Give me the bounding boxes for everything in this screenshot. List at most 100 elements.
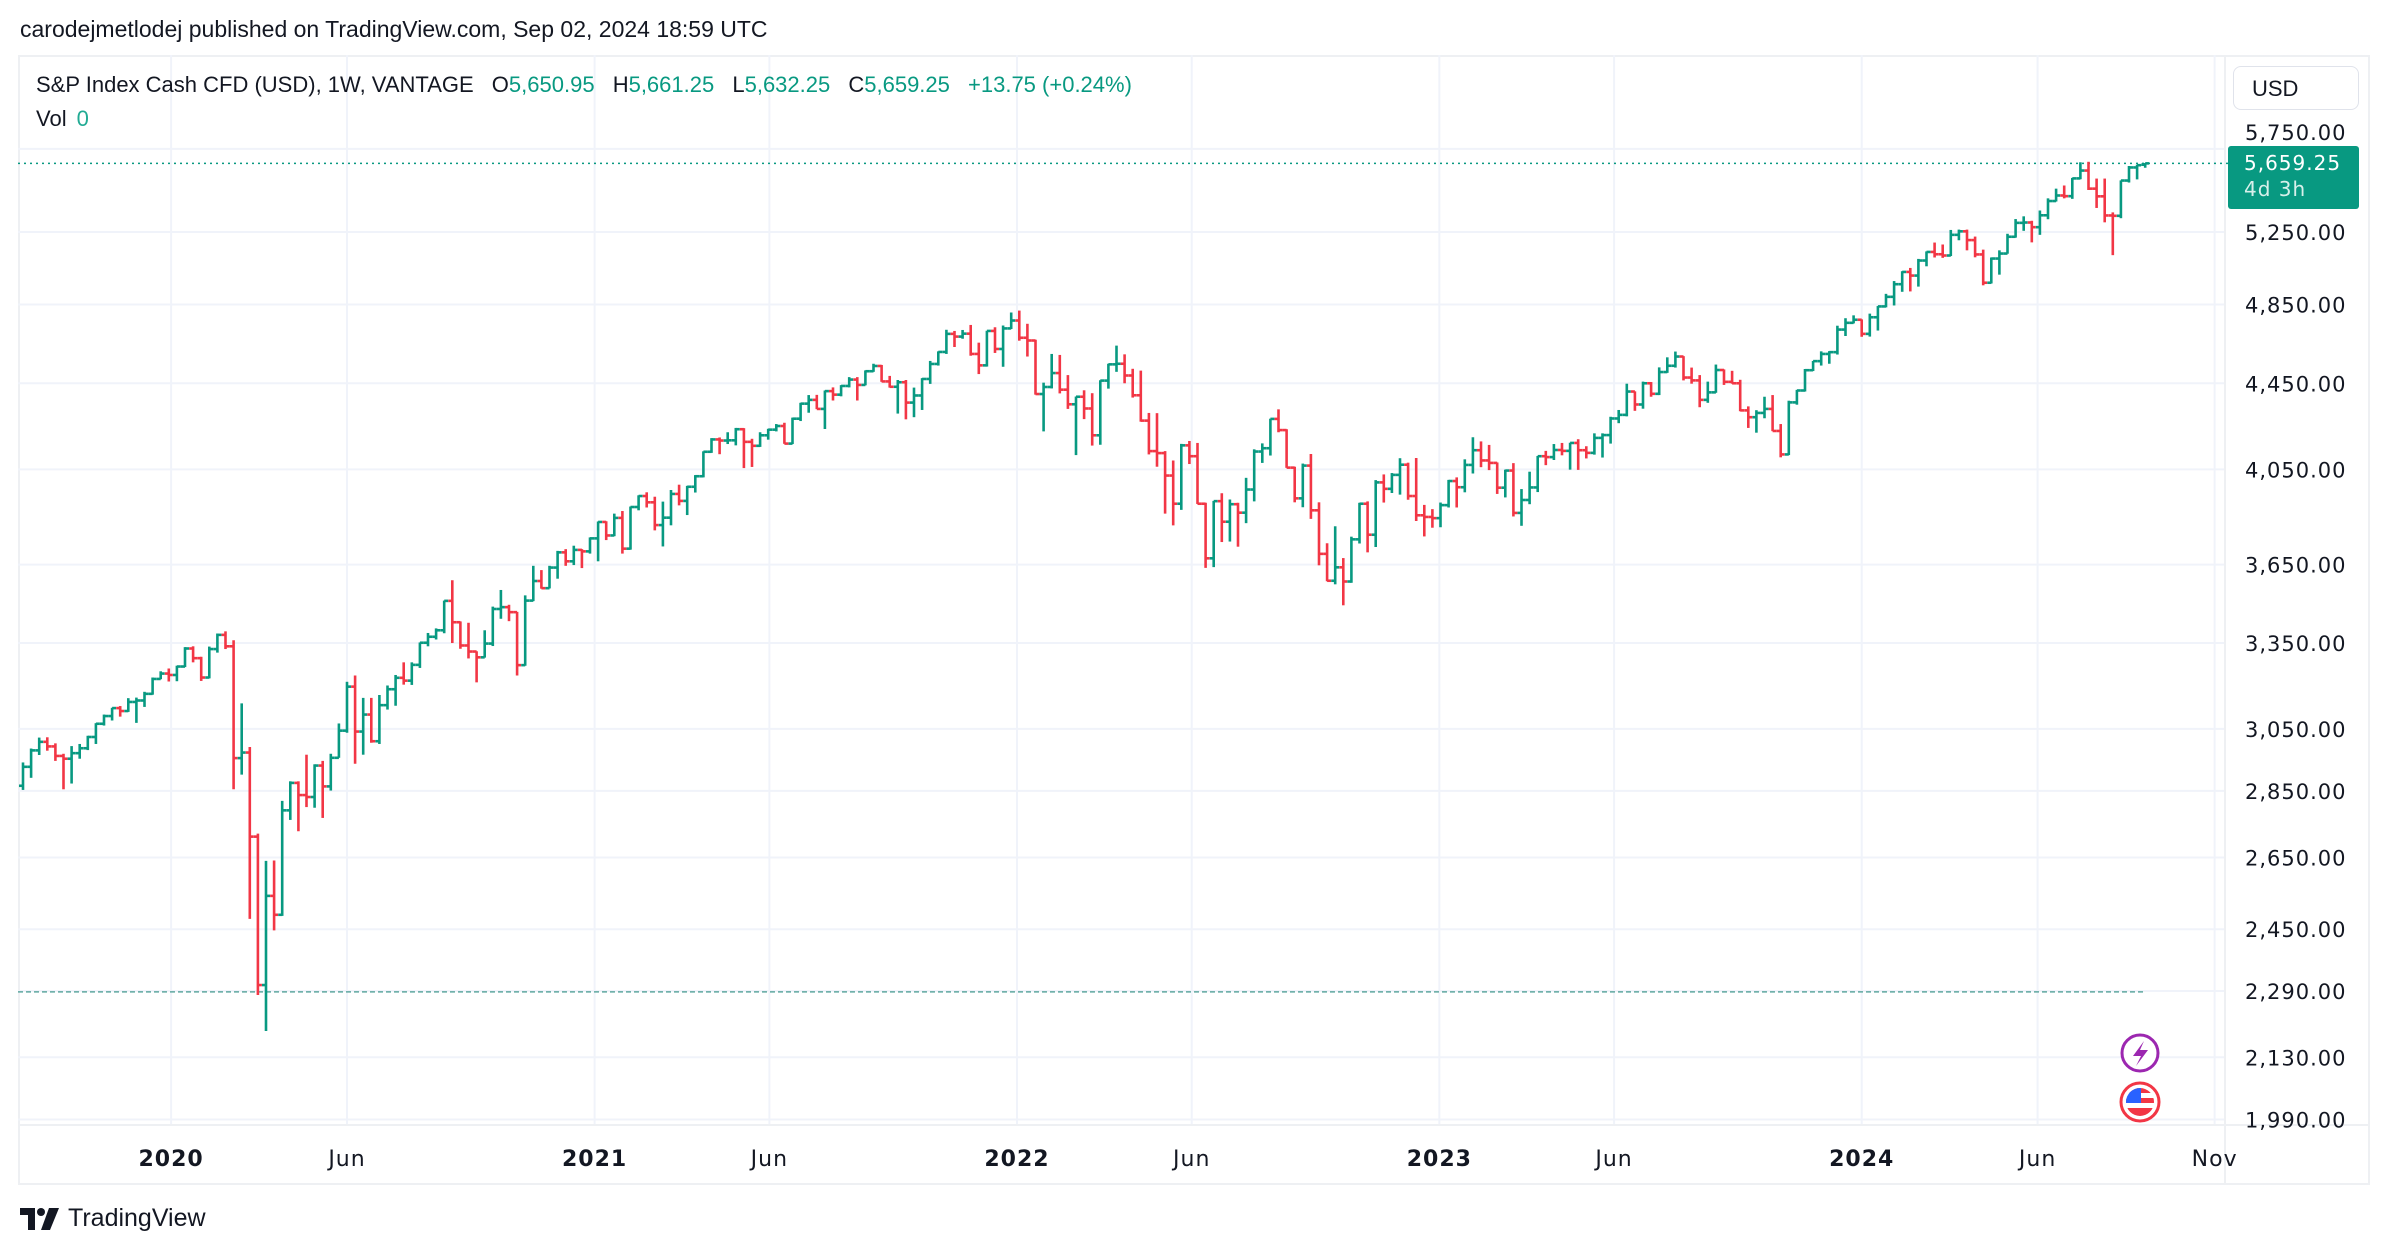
ohlc-bar — [626, 505, 635, 550]
ohlc-bar — [1946, 229, 1955, 257]
ohlc-bar — [877, 364, 886, 383]
ohlc-bar — [958, 329, 967, 339]
ohlc-bar — [472, 650, 481, 683]
ohlc-bar — [1882, 293, 1890, 308]
ohlc-bar — [67, 746, 76, 784]
grid — [18, 55, 2370, 1185]
ohlc-bar — [270, 860, 279, 931]
ohlc-bar — [2019, 216, 2028, 231]
ohlc-bar — [91, 722, 100, 744]
ohlc-bar — [893, 379, 902, 414]
close-value: 5,659.25 — [864, 72, 950, 97]
currency-button[interactable]: USD — [2233, 66, 2359, 110]
ohlc-bar — [1687, 367, 1696, 384]
ohlc-bar — [1339, 558, 1348, 606]
ohlc-bar — [1242, 477, 1251, 524]
ohlc-bar — [1606, 416, 1615, 444]
ohlc-bar — [1558, 442, 1566, 456]
ohlc-bar — [1582, 446, 1591, 459]
ohlc-bar — [1857, 318, 1866, 337]
event-icons — [2119, 1033, 2161, 1123]
high-value: 5,661.25 — [628, 72, 715, 97]
ohlc-bar — [1493, 461, 1502, 494]
ohlc-bar — [197, 656, 206, 681]
last-price-label: 5,659.25 4d 3h — [2228, 146, 2359, 209]
ohlc-bar — [367, 697, 376, 743]
ohlc-bar — [278, 800, 287, 917]
ohlc-bar — [553, 550, 562, 579]
ohlc-bar — [116, 706, 125, 717]
ohlc-bar — [999, 325, 1008, 367]
ohlc-bar — [1072, 395, 1080, 456]
ohlc-bar — [982, 329, 991, 367]
tradingview-logo-icon — [20, 1207, 59, 1230]
ohlc-bar — [351, 675, 360, 764]
ohlc-bar — [2133, 163, 2142, 180]
ohlc-bar — [1347, 536, 1356, 583]
us-flag-icon[interactable] — [2119, 1081, 2161, 1123]
y-tick-label: 2,130.00 — [2245, 1046, 2347, 1070]
ohlc-bar — [885, 375, 894, 389]
ohlc-bar — [456, 620, 465, 649]
x-tick-label: Jun — [749, 1147, 788, 1172]
ohlc-bar — [1396, 458, 1404, 495]
ohlc-bar — [594, 520, 603, 562]
ohlc-bar — [1825, 350, 1834, 364]
symbol-title[interactable]: S&P Index Cash CFD (USD), 1W, VANTAGE — [36, 72, 474, 97]
ohlc-bar — [237, 703, 246, 775]
ohlc-bar — [221, 631, 230, 650]
ohlc-bar — [1290, 466, 1299, 503]
y-tick-label: 2,850.00 — [2245, 780, 2347, 804]
ohlc-bar — [642, 492, 651, 508]
ohlc-bar — [1865, 313, 1874, 337]
ohlc-bar — [383, 685, 392, 710]
ohlc-bar — [75, 743, 84, 759]
open-value: 5,650.95 — [508, 72, 595, 97]
tradingview-logo[interactable]: TradingView — [20, 1204, 206, 1233]
ohlc-bar — [1144, 412, 1153, 455]
ohlc-bar — [513, 610, 522, 676]
ohlc-bar — [424, 632, 432, 647]
chart-legend: S&P Index Cash CFD (USD), 1W, VANTAGE O5… — [36, 72, 1132, 98]
y-tick-label: 1,990.00 — [2245, 1108, 2347, 1132]
ohlc-bar — [294, 781, 303, 832]
ohlc-bar — [245, 747, 254, 919]
ohlc-bar — [658, 501, 667, 547]
ohlc-bar — [1120, 354, 1129, 384]
ohlc-bar — [1720, 368, 1728, 385]
ohlc-bar — [1217, 493, 1226, 543]
ohlc-bar — [132, 697, 141, 723]
ohlc-bar — [1647, 381, 1656, 397]
ohlc-bar — [1420, 504, 1429, 537]
ohlc-bar — [59, 753, 68, 790]
y-tick-label: 2,290.00 — [2245, 980, 2347, 1004]
volume-label[interactable]: Vol — [36, 106, 67, 131]
lightning-icon[interactable] — [2120, 1033, 2160, 1073]
ohlc-bar — [934, 350, 943, 366]
ohlc-bar — [1873, 305, 1882, 331]
ohlc-bar — [1549, 444, 1558, 460]
ohlc-bar — [1331, 526, 1340, 585]
ohlc-bar — [1088, 393, 1097, 446]
ohlc-bar — [1801, 368, 1809, 392]
ohlc-bar — [2035, 210, 2044, 235]
ohlc-bar — [2060, 185, 2069, 199]
ohlc-bar — [683, 485, 692, 516]
ohlc-bar — [521, 595, 530, 667]
ohlc-bar — [124, 698, 133, 713]
ohlc-bar — [1428, 509, 1437, 528]
ohlc-bar — [1039, 382, 1048, 432]
ohlc-bar — [1768, 395, 1777, 433]
ohlc-bar — [318, 760, 327, 818]
ohlc-bar — [861, 369, 870, 387]
ohlc-bar — [2027, 220, 2036, 243]
ohlc-bar — [1274, 409, 1283, 433]
ohlc-bar — [140, 691, 149, 707]
ohlc-bar — [788, 417, 797, 445]
ohlc-bar — [1047, 353, 1056, 389]
y-tick-label: 2,450.00 — [2245, 918, 2347, 942]
ohlc-bar — [1776, 424, 1785, 458]
ohlc-bar — [1460, 459, 1469, 493]
ohlc-bar — [1566, 441, 1575, 470]
